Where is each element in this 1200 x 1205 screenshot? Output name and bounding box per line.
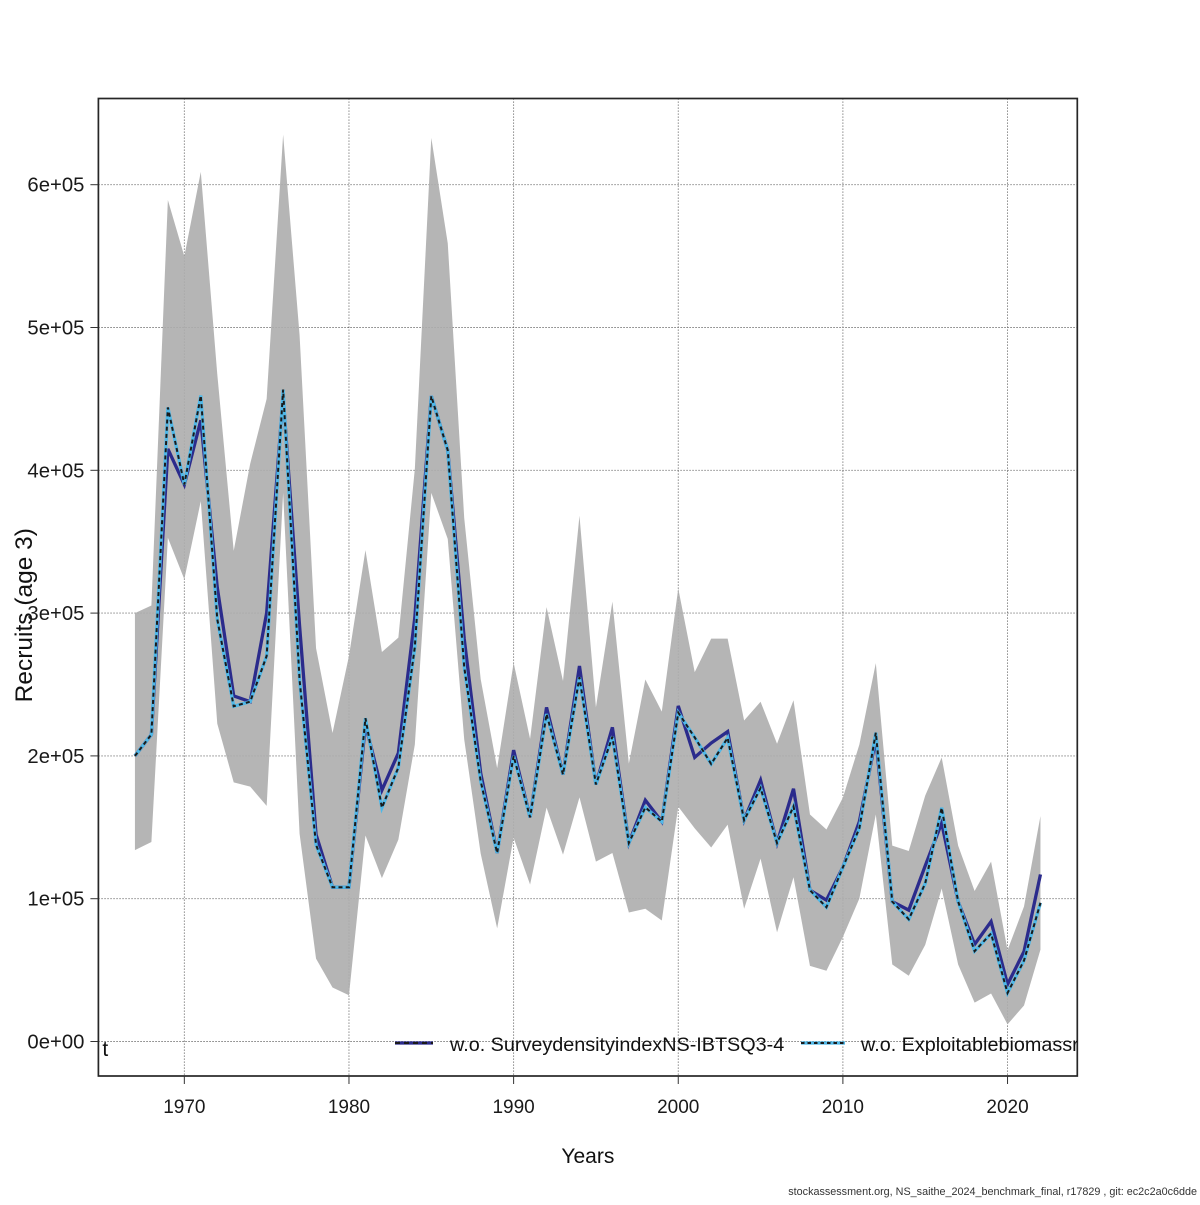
- svg-text:5e+05: 5e+05: [27, 318, 84, 340]
- svg-text:2020: 2020: [986, 1097, 1028, 1118]
- svg-text:1990: 1990: [492, 1097, 534, 1118]
- svg-text:Recruits (age 3): Recruits (age 3): [11, 528, 38, 702]
- svg-text:2e+05: 2e+05: [27, 746, 84, 768]
- svg-text:t: t: [102, 1038, 108, 1061]
- svg-text:1980: 1980: [328, 1097, 370, 1118]
- svg-text:0e+00: 0e+00: [27, 1032, 84, 1054]
- svg-text:1970: 1970: [163, 1097, 205, 1118]
- svg-text:w.o. SurveydensityindexNS-IBTS: w.o. SurveydensityindexNS-IBTSQ3-4: [449, 1034, 784, 1056]
- svg-text:2000: 2000: [657, 1097, 699, 1118]
- svg-text:stockassessment.org, NS_saithe: stockassessment.org, NS_saithe_2024_benc…: [788, 1186, 1197, 1198]
- svg-text:1e+05: 1e+05: [27, 889, 84, 911]
- svg-text:6e+05: 6e+05: [27, 175, 84, 197]
- svg-text:2010: 2010: [822, 1097, 864, 1118]
- svg-text:Years: Years: [561, 1145, 614, 1168]
- svg-text:4e+05: 4e+05: [27, 460, 84, 482]
